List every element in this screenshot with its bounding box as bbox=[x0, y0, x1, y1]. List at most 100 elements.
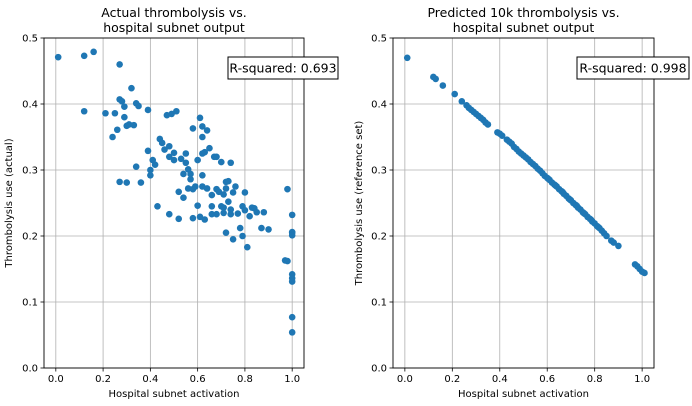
data-point bbox=[147, 166, 154, 174]
r-squared-annotation: R-squared: 0.998 bbox=[579, 61, 686, 76]
data-point bbox=[80, 52, 88, 60]
y-tick-label: 0.3 bbox=[371, 166, 387, 177]
data-point bbox=[208, 210, 216, 218]
data-point bbox=[203, 185, 211, 192]
data-point bbox=[180, 170, 187, 178]
data-point bbox=[173, 107, 180, 115]
data-point bbox=[615, 242, 622, 250]
data-point bbox=[151, 161, 159, 169]
y-tick-label: 0.1 bbox=[371, 298, 387, 309]
data-point bbox=[113, 126, 121, 134]
y-axis-label: Thrombolysis use (actual) bbox=[4, 138, 15, 268]
data-point bbox=[232, 183, 239, 190]
x-tick-label: 0.8 bbox=[237, 374, 253, 385]
data-point bbox=[165, 210, 173, 218]
data-point bbox=[199, 133, 206, 141]
x-axis-label: Hospital subnet activation bbox=[109, 389, 240, 400]
data-point bbox=[284, 257, 291, 265]
data-point bbox=[580, 209, 588, 217]
x-tick-label: 0.6 bbox=[190, 374, 206, 385]
x-axis-label: Hospital subnet activation bbox=[458, 389, 589, 400]
data-point bbox=[201, 148, 209, 156]
data-point bbox=[484, 121, 492, 128]
data-point bbox=[239, 232, 246, 240]
data-point bbox=[208, 203, 216, 210]
data-point bbox=[158, 139, 166, 147]
r-squared-annotation: R-squared: 0.693 bbox=[229, 61, 336, 76]
data-point bbox=[54, 53, 62, 61]
data-point bbox=[182, 159, 190, 167]
data-point bbox=[213, 153, 220, 161]
data-point bbox=[573, 202, 581, 210]
data-point bbox=[222, 229, 230, 236]
x-tick-label: 0.2 bbox=[95, 374, 111, 385]
plot-frame bbox=[43, 37, 305, 369]
data-point bbox=[234, 210, 242, 217]
chart-title-line-1: Actual thrombolysis vs. bbox=[101, 5, 246, 20]
chart-title-line-1: Predicted 10k thrombolysis vs. bbox=[427, 5, 619, 20]
data-point bbox=[191, 183, 199, 190]
y-tick-label: 0.5 bbox=[22, 34, 38, 45]
data-point bbox=[594, 223, 602, 231]
data-point bbox=[116, 178, 123, 186]
data-point bbox=[236, 224, 244, 232]
data-point bbox=[135, 102, 142, 110]
x-tick-label: 0.4 bbox=[142, 374, 158, 385]
data-point bbox=[284, 185, 291, 193]
data-point bbox=[610, 239, 617, 246]
y-tick-label: 0.5 bbox=[371, 34, 387, 45]
x-tick-label: 0.8 bbox=[587, 374, 603, 385]
data-point bbox=[196, 114, 204, 122]
x-tick-label: 0.4 bbox=[492, 374, 508, 385]
y-tick-label: 0.0 bbox=[371, 364, 387, 375]
y-axis-label: Thrombolysis use (reference set) bbox=[354, 121, 365, 287]
data-point bbox=[229, 189, 237, 196]
data-point bbox=[189, 214, 197, 222]
data-point bbox=[109, 133, 116, 141]
x-tick-label: 1.0 bbox=[284, 374, 300, 385]
data-point bbox=[175, 188, 183, 196]
data-point bbox=[545, 175, 552, 183]
x-tick-label: 0.0 bbox=[397, 374, 413, 385]
data-point bbox=[137, 179, 145, 186]
data-point bbox=[432, 75, 440, 83]
data-point bbox=[243, 243, 251, 251]
data-point bbox=[208, 191, 216, 199]
data-point bbox=[206, 144, 213, 152]
data-point bbox=[220, 209, 227, 217]
data-point bbox=[288, 313, 296, 321]
x-tick-label: 1.0 bbox=[634, 374, 650, 385]
data-point bbox=[199, 123, 206, 130]
data-point bbox=[220, 191, 227, 198]
data-point bbox=[241, 206, 249, 214]
data-point bbox=[227, 159, 235, 167]
y-tick-label: 0.4 bbox=[22, 100, 38, 111]
r-squared-box bbox=[576, 56, 690, 80]
data-point bbox=[182, 150, 190, 157]
x-tick-label: 0.6 bbox=[539, 374, 555, 385]
y-tick-label: 0.4 bbox=[371, 100, 387, 111]
data-point bbox=[288, 211, 296, 219]
data-point bbox=[458, 98, 466, 105]
data-point bbox=[121, 103, 128, 110]
data-point bbox=[288, 278, 296, 285]
data-point bbox=[132, 163, 140, 170]
data-point bbox=[170, 156, 178, 164]
data-point bbox=[213, 210, 220, 218]
data-point bbox=[165, 142, 173, 150]
data-point bbox=[201, 216, 209, 223]
data-point bbox=[439, 82, 447, 89]
data-point bbox=[180, 194, 187, 202]
y-tick-label: 0.2 bbox=[371, 232, 387, 243]
chart-title-line-2: hospital subnet output bbox=[103, 20, 245, 35]
data-point bbox=[225, 198, 232, 205]
data-point bbox=[189, 125, 197, 132]
data-point bbox=[80, 107, 88, 115]
r-squared-box bbox=[227, 56, 339, 80]
data-point bbox=[222, 185, 230, 192]
data-point bbox=[587, 216, 595, 224]
data-point bbox=[253, 208, 261, 216]
data-point bbox=[227, 210, 235, 218]
data-point bbox=[227, 206, 235, 213]
